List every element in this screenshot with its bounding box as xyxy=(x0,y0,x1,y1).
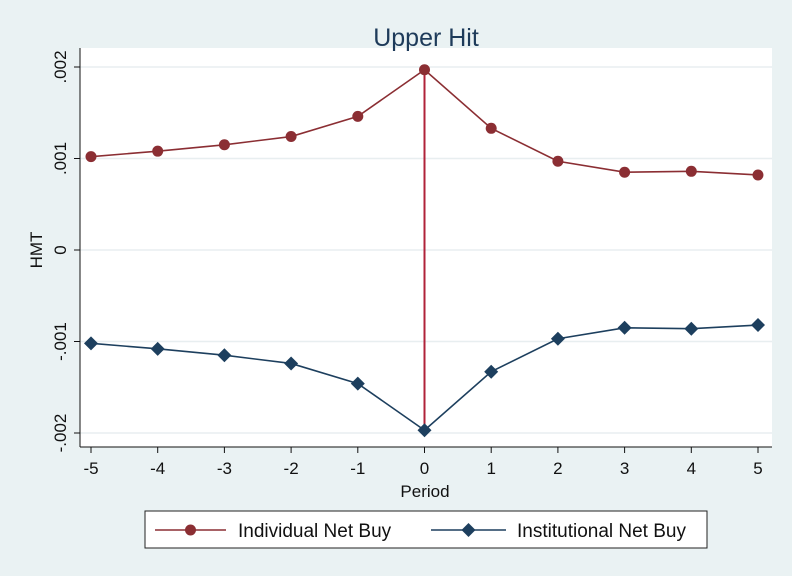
data-point xyxy=(619,166,631,178)
data-point xyxy=(550,331,565,346)
data-point xyxy=(752,169,764,181)
series-layer xyxy=(84,64,765,438)
x-axis-label: Period xyxy=(400,482,449,501)
x-tick-label: -4 xyxy=(150,459,165,478)
data-point xyxy=(684,321,699,336)
data-point xyxy=(617,320,632,335)
series-1 xyxy=(85,64,764,181)
x-tick-label: 2 xyxy=(553,459,562,478)
y-tick-label: -.002 xyxy=(51,414,70,453)
x-tick-label: -2 xyxy=(284,459,299,478)
data-point xyxy=(218,139,230,151)
x-tick-label: -5 xyxy=(83,459,98,478)
y-tick-label: 0 xyxy=(51,245,70,254)
axes: -.002 -.001 0 .001 .002 -5 -4 -3 -2 -1 0 1 2 3 4 5 xyxy=(51,48,772,478)
plot-area xyxy=(80,48,772,447)
data-point xyxy=(419,64,430,76)
legend-label: Institutional Net Buy xyxy=(517,521,686,542)
data-point xyxy=(352,110,364,122)
legend-marker xyxy=(461,523,476,537)
data-point xyxy=(350,376,365,391)
legend: Individual Net Buy Institutional Net Buy xyxy=(144,510,708,549)
data-point xyxy=(751,318,765,333)
y-tick-label: .001 xyxy=(51,142,70,175)
data-point xyxy=(417,423,432,438)
x-tick-label: -3 xyxy=(217,459,232,478)
data-point xyxy=(485,122,497,134)
x-tick-label: 5 xyxy=(753,459,762,478)
x-tick-label: 3 xyxy=(620,459,629,478)
data-point xyxy=(150,341,165,356)
legend-marker xyxy=(185,524,196,536)
data-point xyxy=(152,145,164,157)
y-tick-label: -.001 xyxy=(51,322,70,361)
chart-title: Upper Hit xyxy=(373,24,479,52)
y-axis-label: HMT xyxy=(27,232,46,269)
data-point xyxy=(284,356,299,371)
data-point xyxy=(484,364,499,379)
x-tick-label: -1 xyxy=(350,459,365,478)
legend-items: Individual Net Buy Institutional Net Buy xyxy=(155,521,686,542)
data-point xyxy=(85,151,97,163)
data-point xyxy=(685,165,697,177)
x-tick-label: 4 xyxy=(687,459,696,478)
legend-box xyxy=(144,510,708,549)
legend-label: Individual Net Buy xyxy=(238,521,392,542)
x-tick-label: 1 xyxy=(486,459,495,478)
data-point xyxy=(217,348,232,363)
x-tick-label: 0 xyxy=(420,459,429,478)
series-2 xyxy=(84,318,765,438)
data-point xyxy=(285,131,297,143)
y-tick-label: .002 xyxy=(51,50,70,83)
data-point xyxy=(84,336,98,351)
data-point xyxy=(552,155,564,167)
